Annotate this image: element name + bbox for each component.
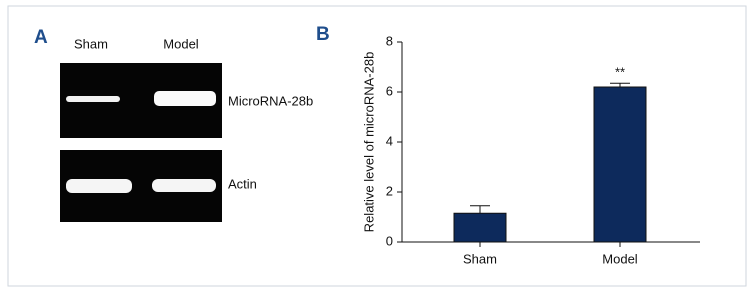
- panel-label: B: [316, 24, 330, 45]
- lane-label: Sham: [74, 36, 108, 51]
- significance-label: **: [615, 65, 625, 80]
- bar: [454, 213, 506, 242]
- gel-band: [66, 179, 132, 193]
- bar: [594, 87, 646, 242]
- y-tick-label: 2: [386, 183, 393, 198]
- x-tick-label: Model: [602, 251, 638, 266]
- figure: A Sham Model MicroRNA-28b Actin B Relati…: [0, 0, 753, 292]
- lane-label: Model: [163, 36, 199, 51]
- gel-band: [152, 179, 216, 192]
- gel-band: [66, 96, 120, 102]
- row-label: Actin: [228, 176, 257, 191]
- y-tick-label: 6: [386, 83, 393, 98]
- y-tick-label: 0: [386, 233, 393, 248]
- gel-band: [154, 91, 216, 106]
- y-tick-label: 4: [386, 133, 393, 148]
- x-tick-label: Sham: [463, 251, 497, 266]
- panel-label: A: [34, 27, 48, 48]
- row-label: MicroRNA-28b: [228, 93, 313, 108]
- y-tick-label: 8: [386, 33, 393, 48]
- y-axis-label: Relative level of microRNA-28b: [361, 52, 376, 233]
